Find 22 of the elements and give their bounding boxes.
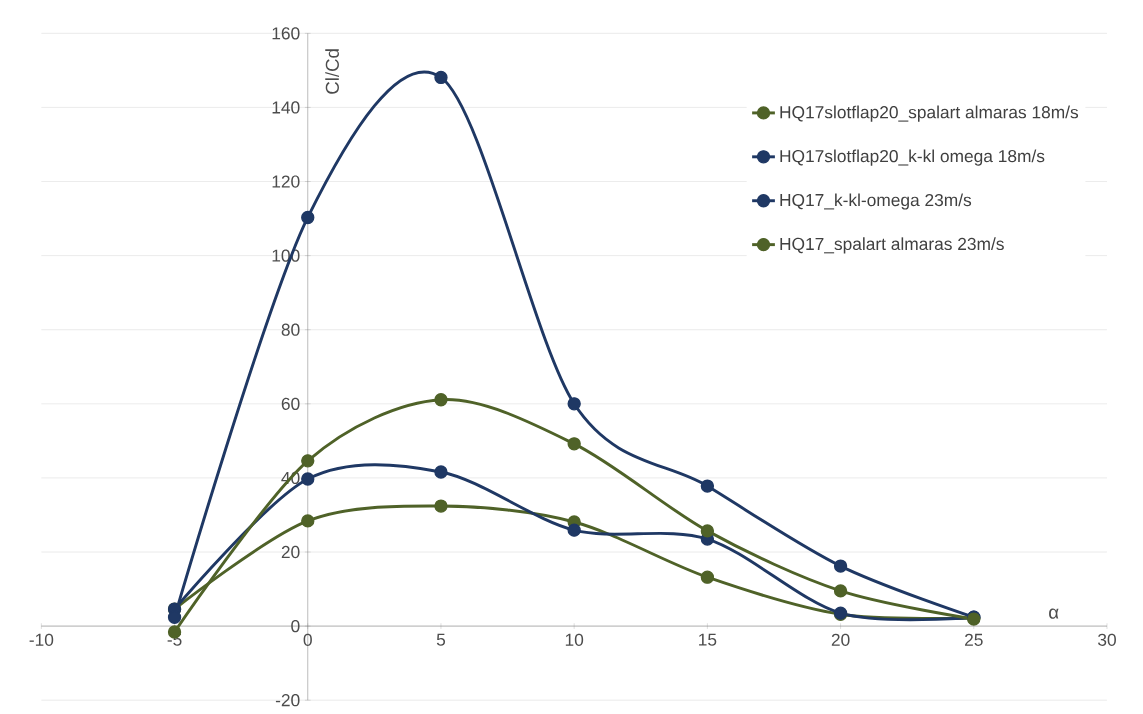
- y-tick-label: 160: [272, 27, 300, 40]
- x-tick-label: 30: [1098, 633, 1116, 647]
- x-tick-label: 10: [565, 633, 584, 647]
- x-tick-label: 5: [436, 633, 446, 646]
- y-tick-label: -20: [275, 694, 300, 707]
- y-tick-label: 20: [281, 546, 300, 559]
- y-tick-label: 60: [281, 397, 300, 411]
- legend-label: HQ17slotflap20_spalart almaras 18m/s: [780, 105, 1079, 123]
- legend-label: HQ17_spalart almaras 23m/s: [780, 237, 1004, 254]
- y-tick-label: 80: [281, 323, 300, 337]
- legend-label: HQ17slotflap20_k-kl omega 18m/s: [780, 149, 1045, 166]
- x-tick-label: 25: [965, 633, 983, 647]
- x-axis-title: α: [1049, 608, 1059, 620]
- y-axis-title: Cl/Cd: [325, 49, 339, 95]
- x-tick-label: -10: [29, 633, 54, 647]
- y-tick-label: 120: [272, 175, 300, 188]
- x-tick-label: 15: [699, 633, 717, 646]
- y-tick-label: 140: [272, 101, 300, 114]
- x-tick-label: 20: [831, 633, 850, 647]
- legend-label: HQ17_k-kl-omega 23m/s: [780, 193, 972, 210]
- y-tick-label: 0: [291, 620, 300, 633]
- x-tick-label: 0: [303, 633, 312, 647]
